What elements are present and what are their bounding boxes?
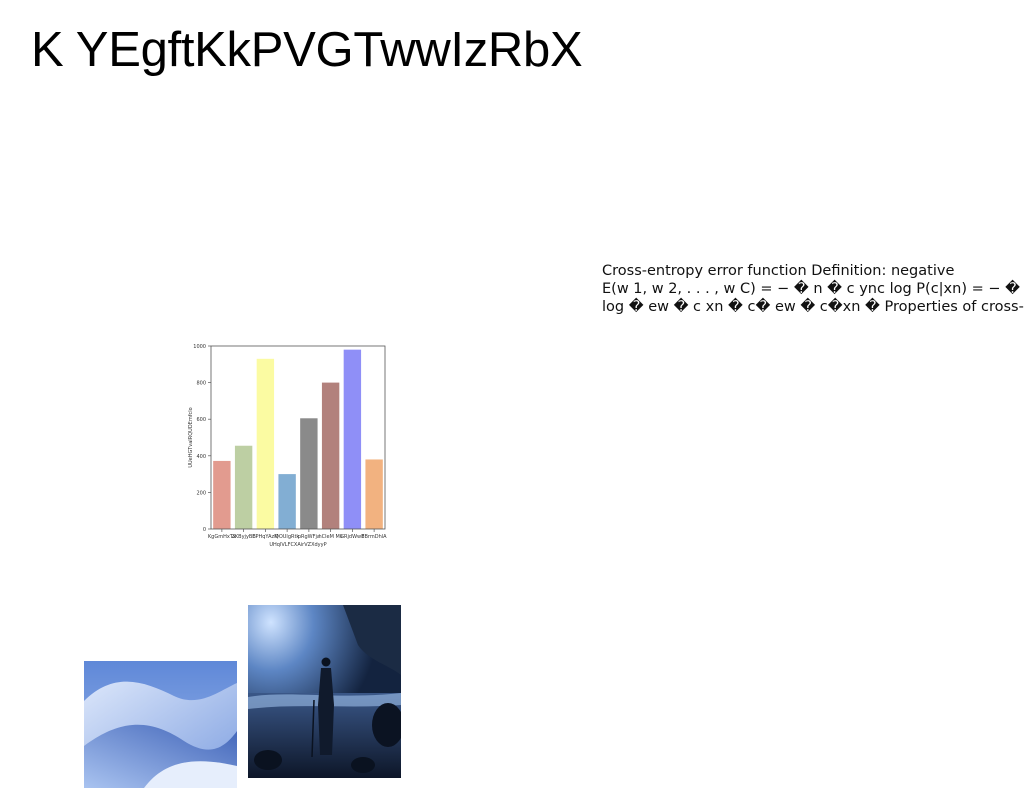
y-tick-label: 400 [196, 454, 206, 460]
chart-bar [234, 445, 253, 529]
slide-body-text: Cross-entropy error function Definition:… [602, 262, 1024, 316]
chart-bar [213, 460, 231, 529]
x-tick-label: hCleM Mk [319, 534, 343, 540]
chart-bar [321, 382, 340, 529]
x-tick-label: FBrmDhlA [362, 534, 388, 540]
body-line: E(w 1, w 2, . . . , w C) = − � n � c ync… [602, 281, 1024, 297]
y-tick-label: 600 [196, 417, 206, 423]
y-tick-label: 0 [203, 527, 206, 533]
chart-bar [343, 349, 362, 529]
chart-bar [365, 459, 383, 529]
y-tick-label: 1000 [193, 344, 206, 350]
y-axis-label: UUeHGTvaIRQUDEmfclo [188, 407, 194, 467]
plot-frame [210, 345, 386, 530]
y-tick-label: 800 [196, 381, 206, 387]
bar-chart: 0 200 400 600 800 1000 KgGmHxTxZKByjyBBEPHqYAz… [188, 344, 388, 548]
chart-bar [278, 474, 296, 529]
x-tick-label: KgGmHxTx [208, 534, 236, 540]
x-tick-label: ZKByjyBB [231, 534, 256, 540]
slide-title: K YEgftKkPVGTwwIzRbX [31, 23, 583, 77]
body-line: Cross-entropy error function Definition:… [602, 263, 955, 279]
x-tick-label: pRgWFja [298, 534, 320, 540]
x-tick-label: GRjdWwB [340, 534, 365, 540]
dunes-image [84, 661, 237, 788]
x-tick-label: QOUlgRtk [275, 534, 300, 540]
x-axis-label: UHqlVLFCXAirVZXdyyP [269, 542, 326, 548]
chart-bar [256, 358, 275, 529]
x-tick-label: EPHqYAzM [252, 534, 278, 540]
y-tick-label: 200 [196, 490, 206, 496]
body-line: log � ew � c xn � c� ew � c�xn � Propert… [602, 299, 1024, 315]
chart-bar [300, 418, 318, 529]
beach-image [248, 605, 401, 778]
